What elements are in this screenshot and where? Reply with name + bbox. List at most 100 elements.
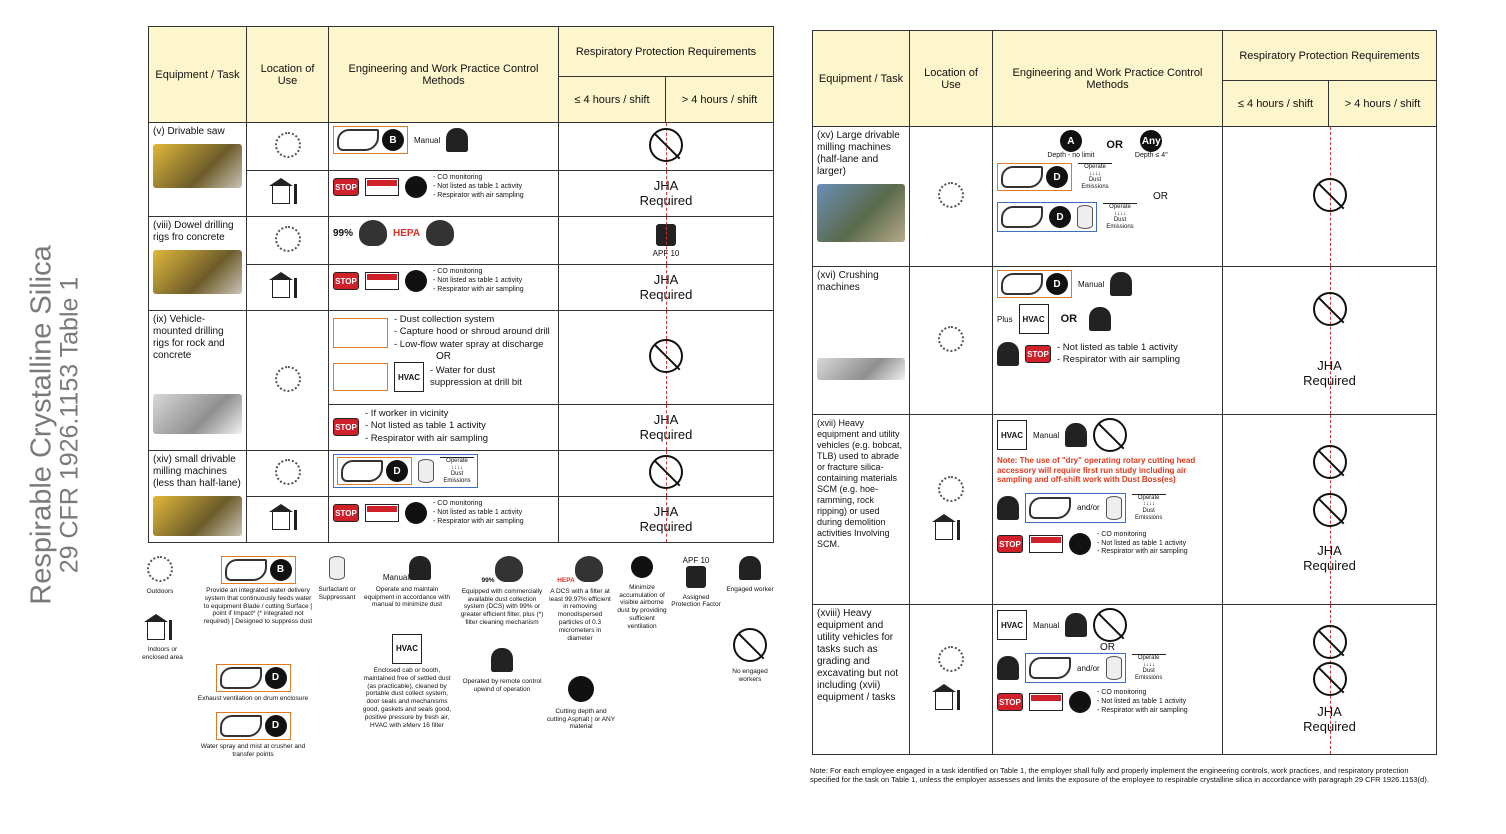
- left-table: Equipment / Task Location of Use Enginee…: [148, 26, 775, 543]
- stop-icon: STOP: [1025, 345, 1051, 364]
- worker-icon: [1065, 613, 1088, 637]
- crusher-image: [817, 358, 905, 380]
- legend-integrated-water: Provide an integrated water delivery sys…: [203, 587, 313, 626]
- stop-icon: STOP: [333, 504, 359, 523]
- no-respirator-icon: [1312, 445, 1347, 480]
- operate-label: Operate: [446, 458, 468, 464]
- person-icon: [957, 520, 967, 540]
- engaged-worker-icon: [997, 656, 1019, 680]
- stop-icon: STOP: [333, 272, 359, 291]
- or-label: OR: [1153, 191, 1168, 202]
- stop-icon: STOP: [333, 417, 359, 436]
- vacuum-icon: [359, 220, 388, 246]
- outdoors-icon: [938, 476, 964, 502]
- water-hose-icon: [341, 460, 383, 482]
- legend-outdoors: Outdoors: [146, 587, 174, 595]
- header-gt4: > 4 hours / shift: [664, 76, 775, 123]
- legend-cutting-depth: Cutting depth and cutting Asphalt | or A…: [546, 707, 616, 731]
- bullet-suppression: suppression at drill bit: [430, 377, 522, 389]
- legend-minimize: Minimize accumulation of visible airborn…: [617, 583, 667, 630]
- legend-no-engaged: No engaged workers: [732, 667, 768, 683]
- hvac-icon: HVAC: [997, 420, 1027, 450]
- manual-label: Manual: [1033, 620, 1060, 630]
- footnote: Note: For each employee engaged in a tas…: [810, 766, 1429, 785]
- andor-label: and/or: [1077, 503, 1100, 513]
- bullet-co: - CO monitoring: [433, 500, 483, 507]
- outdoors-icon: [274, 226, 301, 252]
- surfactant-drum-icon: [329, 556, 345, 580]
- fan-icon: [1069, 691, 1091, 714]
- bullet-dust-collection: - Dust collection system: [394, 314, 495, 325]
- bullet-co: - CO monitoring: [1097, 530, 1147, 538]
- fan-icon: [1069, 532, 1091, 555]
- respirator-icon: [686, 565, 706, 588]
- task-ix: (ix) Vehicle-mounted drilling rigs for r…: [153, 314, 225, 361]
- no-engaged-workers-icon: [733, 628, 767, 662]
- fan-icon: [631, 556, 653, 578]
- task-xv: (xv) Large drivable milling machines (ha…: [817, 130, 900, 177]
- water-hose-icon: [1029, 496, 1071, 519]
- indoors-icon: [268, 272, 293, 298]
- operate-label: Operate: [1137, 655, 1160, 661]
- water-spray-icon: [219, 715, 262, 737]
- worker-icon: [446, 128, 469, 152]
- stop-icon: STOP: [997, 693, 1023, 712]
- drilling-rig-image: [153, 394, 242, 434]
- andor-label: and/or: [1077, 663, 1100, 673]
- no-respirator-icon: [1312, 493, 1347, 528]
- operate-label: Operate: [1109, 204, 1131, 210]
- legend-dcs99: Equipped with commercially available dus…: [460, 587, 544, 626]
- apf10-label: APF 10: [682, 556, 710, 565]
- ball-a-icon: A: [1059, 130, 1082, 152]
- outdoors-icon: [274, 132, 301, 158]
- no-engaged-workers-icon: [1093, 418, 1128, 452]
- water-hose-icon: [1001, 166, 1043, 188]
- legend-water-spray: Water spray and mist at crusher and tran…: [200, 743, 306, 758]
- fan-icon: [405, 270, 427, 293]
- ball-d-icon: D: [1046, 166, 1068, 188]
- person-icon: [168, 620, 179, 640]
- person-icon: [957, 690, 967, 710]
- bullet-water-dust: - Water for dust: [430, 364, 496, 376]
- indoors-icon: [932, 514, 956, 540]
- engaged-worker-icon: [997, 495, 1019, 520]
- header-resp: Respiratory Protection Requirements: [557, 26, 775, 77]
- ball-any-icon: Any: [1140, 130, 1163, 152]
- manual-label: Manual: [1078, 279, 1105, 289]
- task-viii: (viii) Dowel drilling rigs fro concrete: [153, 220, 234, 243]
- hepa-vacuum-icon: [426, 220, 455, 246]
- person-icon: [293, 278, 304, 298]
- hepa-label: HEPA: [393, 227, 421, 239]
- bullet-co: - CO monitoring: [433, 174, 483, 181]
- engaged-worker-icon: [739, 556, 761, 580]
- water-hose-icon: [1001, 206, 1043, 228]
- water-hose-icon: [337, 129, 379, 151]
- pct99-label: 99%: [333, 227, 354, 239]
- header-lt4: ≤ 4 hours / shift: [1222, 80, 1329, 127]
- ball-d-icon: D: [386, 460, 408, 482]
- drivable-saw-image: [153, 144, 242, 188]
- header-methods: Engineering and Work Practice Control Me…: [328, 26, 559, 123]
- bullet-respirator: - Respirator with air sampling: [433, 517, 524, 525]
- legend-enclosed-cab: Enclosed cab or booth, maintained free o…: [362, 667, 452, 729]
- bullet-respirator: - Respirator with air sampling: [365, 432, 489, 444]
- stop-icon: STOP: [997, 534, 1023, 553]
- outdoors-icon: [274, 459, 301, 485]
- outdoors-icon: [147, 556, 173, 582]
- worker-icon: [409, 556, 432, 580]
- bullet-respirator: - Respirator with air sampling: [1057, 354, 1181, 366]
- remote-operator-icon: [1089, 307, 1112, 331]
- danger-sign-icon: [365, 504, 399, 523]
- depth-4-label: Depth ≤ 4": [1134, 152, 1168, 159]
- surfactant-drum-icon: [1077, 205, 1093, 229]
- or-label: OR: [1106, 138, 1123, 151]
- outdoors-icon: [938, 646, 964, 672]
- bullet-not-listed: - Not listed as table 1 activity: [365, 420, 486, 432]
- side-title-line1: Respirable Crystalline Silica: [25, 245, 58, 605]
- no-respirator-icon: [1312, 292, 1347, 327]
- surfactant-drum-icon: [1105, 656, 1122, 680]
- worker-icon: [1065, 423, 1088, 447]
- bullet-respirator: - Respirator with air sampling: [1097, 706, 1188, 714]
- ball-d-icon: D: [1049, 206, 1071, 228]
- bullet-not-listed: - Not listed as table 1 activity: [433, 182, 523, 190]
